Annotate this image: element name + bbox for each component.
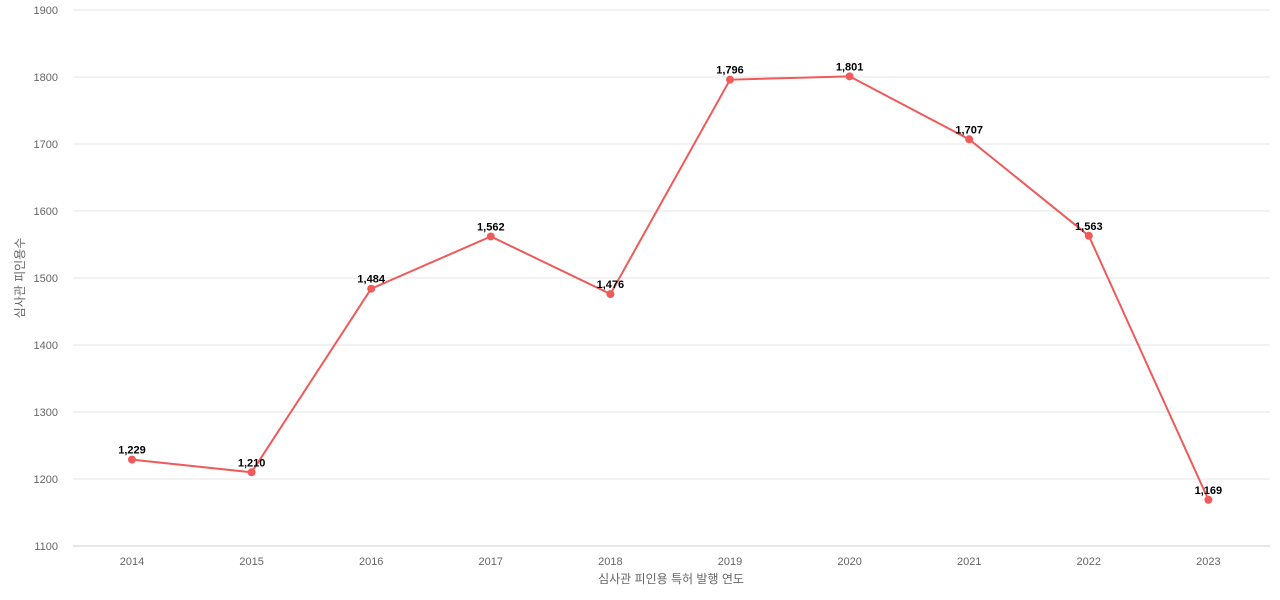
y-tick-label: 1600 <box>34 206 58 218</box>
x-tick-label: 2017 <box>479 556 503 568</box>
x-tick-label: 2020 <box>837 556 861 568</box>
x-tick-label: 2023 <box>1196 556 1220 568</box>
y-axis-title: 심사관 피인용수 <box>13 238 27 319</box>
data-label: 1,484 <box>357 274 385 286</box>
data-point[interactable] <box>845 72 854 81</box>
x-tick-label: 2018 <box>598 556 622 568</box>
data-label: 1,707 <box>955 124 983 136</box>
x-tick-label: 2014 <box>120 556 144 568</box>
y-tick-label: 1400 <box>34 340 58 352</box>
x-axis-title: 심사관 피인용 특허 발행 연도 <box>598 571 744 586</box>
series-layer <box>131 75 1210 501</box>
y-tick-label: 1100 <box>34 541 58 553</box>
data-point[interactable] <box>1084 231 1093 240</box>
y-tick-label: 1900 <box>34 5 58 17</box>
x-tick-label: 2016 <box>359 556 383 568</box>
data-point[interactable] <box>1204 495 1213 504</box>
data-point[interactable] <box>128 455 136 464</box>
data-points <box>128 72 1213 504</box>
x-tick-label: 2015 <box>239 556 263 568</box>
data-label: 1,562 <box>477 221 505 233</box>
x-axis-ticks: 2014 2015 2016 2017 2018 2019 2020 2021 2022 2023 <box>120 556 1221 568</box>
data-labels: 1,229 1,210 1,484 1,562 1,476 1,796 1,801 1,707… <box>118 61 1222 496</box>
data-label: 1,563 <box>1075 221 1103 233</box>
x-tick-label: 2022 <box>1077 556 1101 568</box>
y-tick-label: 1500 <box>34 273 58 285</box>
data-label: 1,796 <box>716 65 744 77</box>
y-tick-label: 1800 <box>34 72 58 84</box>
x-tick-label: 2021 <box>957 556 981 568</box>
x-tick-label: 2019 <box>718 556 742 568</box>
data-point[interactable] <box>486 232 495 241</box>
data-point[interactable] <box>726 75 734 84</box>
data-point[interactable] <box>606 290 615 299</box>
data-label: 1,801 <box>836 61 864 73</box>
data-label: 1,169 <box>1195 485 1223 497</box>
data-point[interactable] <box>367 284 376 293</box>
data-label: 1,476 <box>597 279 625 291</box>
y-tick-label: 1700 <box>34 139 58 151</box>
grid-lines <box>73 9 1270 547</box>
data-point[interactable] <box>965 135 974 144</box>
series-line <box>131 75 1210 501</box>
y-tick-label: 1200 <box>34 474 58 486</box>
y-axis-ticks: 1100 1200 1300 1400 1500 1600 1700 1800 1900 <box>34 5 58 553</box>
y-tick-label: 1300 <box>34 407 58 419</box>
data-label: 1,210 <box>238 457 266 469</box>
data-point[interactable] <box>247 468 256 477</box>
data-label: 1,229 <box>118 445 146 457</box>
